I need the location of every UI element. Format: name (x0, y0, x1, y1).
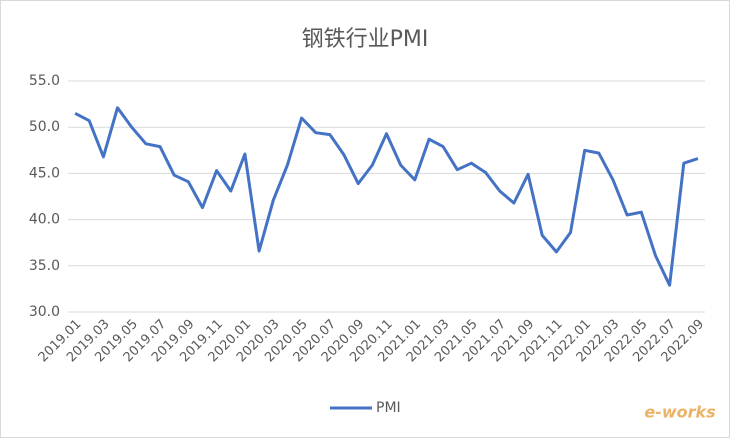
y-tick-label: 55.0 (29, 73, 60, 89)
chart-title: 钢铁行业PMI (302, 27, 429, 52)
y-tick-label: 40.0 (29, 212, 60, 228)
y-tick-label: 35.0 (29, 258, 60, 274)
y-tick-label: 50.0 (29, 119, 60, 135)
y-tick-label: 45.0 (29, 165, 60, 181)
legend-label: PMI (376, 400, 401, 416)
y-tick-label: 30.0 (29, 304, 60, 320)
data-line (74, 106, 699, 287)
watermark: e-works (644, 403, 715, 422)
